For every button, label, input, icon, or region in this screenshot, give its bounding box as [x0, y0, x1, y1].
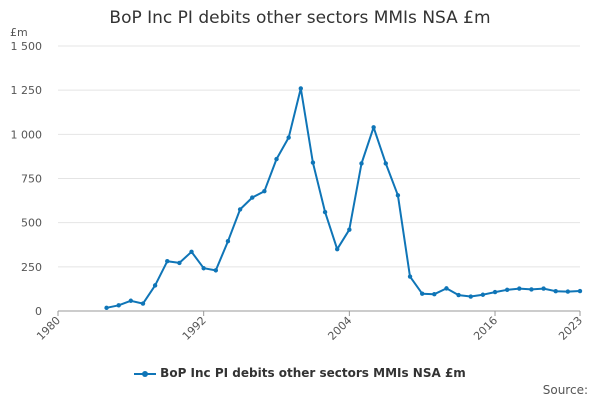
data-point [152, 283, 158, 288]
data-point [504, 287, 510, 292]
y-tick-label: 500 [21, 217, 42, 230]
y-tick-label: 1 500 [11, 40, 43, 53]
data-point [347, 227, 352, 232]
data-point [383, 161, 388, 166]
data-point [237, 207, 243, 212]
x-tick-label: 2016 [471, 314, 500, 343]
data-point [444, 286, 449, 291]
y-axis-ticks: 0 250 500 750 1 000 1 250 1 500 [11, 40, 43, 318]
x-tick-label: 1992 [180, 314, 209, 343]
data-point [310, 160, 316, 165]
data-point [274, 156, 279, 162]
data-point [201, 266, 206, 271]
y-tick-label: 750 [21, 173, 42, 186]
data-point [407, 274, 413, 279]
legend-label: BoP Inc PI debits other sectors MMIs NSA… [160, 366, 466, 380]
data-point [517, 286, 522, 291]
data-point [492, 289, 498, 295]
data-point [468, 294, 473, 299]
data-point [140, 301, 146, 306]
y-tick-label: 1 000 [11, 128, 43, 141]
data-point [359, 161, 364, 166]
data-point [250, 195, 255, 200]
data-point [189, 249, 194, 255]
data-point [419, 291, 425, 296]
x-tick-label: 1980 [34, 314, 63, 343]
series-group [104, 86, 583, 311]
grid-lines [58, 45, 580, 312]
x-axis: 1980 1992 2004 2016 2023 [34, 311, 585, 343]
source-label: Source: [542, 383, 588, 397]
data-point [298, 86, 303, 91]
data-point [322, 209, 328, 215]
data-point [432, 292, 437, 297]
x-tick-label: 2023 [556, 314, 585, 343]
data-point [480, 292, 486, 297]
data-point [371, 125, 376, 130]
data-point [529, 287, 534, 292]
data-point [577, 288, 583, 294]
data-point [262, 189, 267, 194]
data-point [116, 303, 121, 308]
data-point [213, 268, 219, 273]
legend-swatch [134, 369, 157, 379]
series-line [106, 87, 581, 309]
data-point [456, 292, 461, 298]
y-tick-label: 1 250 [11, 84, 43, 97]
data-point [165, 258, 170, 264]
y-axis-label: £m [10, 26, 28, 39]
data-point [286, 135, 291, 140]
data-point [177, 260, 182, 266]
chart-title: BoP Inc PI debits other sectors MMIs NSA… [109, 8, 491, 28]
data-point [104, 305, 109, 311]
data-point [565, 289, 571, 294]
data-point [225, 239, 231, 244]
data-point [395, 193, 401, 198]
legend: BoP Inc PI debits other sectors MMIs NSA… [0, 366, 600, 380]
y-tick-label: 0 [35, 305, 42, 318]
data-point [553, 289, 558, 294]
data-point [128, 298, 134, 303]
x-tick-label: 2004 [325, 314, 354, 343]
data-point [541, 286, 546, 291]
y-tick-label: 250 [21, 261, 42, 274]
data-point [335, 246, 340, 252]
